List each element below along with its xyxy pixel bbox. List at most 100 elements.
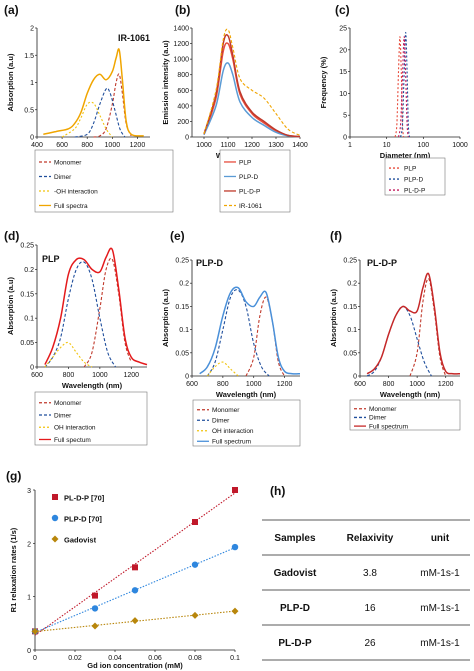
- series-line-3: [199, 286, 301, 375]
- table-header: Relaxivity: [347, 533, 394, 544]
- series-line-1: [203, 62, 301, 138]
- legend-box: [384, 157, 446, 196]
- series-line-1: [44, 261, 117, 368]
- y-tick-label: 0.05: [20, 340, 34, 347]
- y-tick-label: 1.5: [24, 53, 34, 60]
- table-cell: mM-1s-1: [420, 568, 460, 579]
- x-tick-label: 10: [383, 142, 391, 149]
- x-tick-label: 600: [56, 142, 68, 149]
- y-tick-label: 0.2: [24, 267, 34, 274]
- x-tick-label: 1: [348, 142, 352, 149]
- x-tick-label: 600: [354, 381, 366, 388]
- legend-label: PLP: [404, 165, 416, 172]
- y-tick-label: 800: [177, 72, 189, 79]
- x-tick-label: 1400: [292, 142, 308, 149]
- y-axis-label: Emission intensity (a.u): [161, 40, 170, 125]
- legend-marker: [52, 494, 58, 500]
- y-tick-label: 0: [185, 374, 189, 381]
- y-tick-label: 1200: [173, 41, 189, 48]
- series-line-0: [93, 73, 132, 138]
- data-point: [132, 564, 138, 571]
- x-axis-label: Wavelength (nm): [216, 390, 277, 399]
- legend-label: Dimer: [212, 418, 230, 425]
- table-cell: mM-1s-1: [420, 638, 460, 649]
- legend-label: Monomer: [212, 407, 240, 414]
- x-tick-label: 1000: [92, 372, 108, 379]
- y-tick-label: 0.25: [175, 258, 189, 265]
- x-tick-label: 1000: [452, 142, 468, 149]
- x-axis-label: Diameter (nm): [380, 151, 431, 160]
- legend-label: Full spectum: [54, 437, 91, 444]
- legend-label: PLP: [239, 159, 251, 166]
- y-tick-label: 3: [27, 488, 31, 495]
- y-tick-label: 600: [177, 88, 189, 95]
- y-tick-label: 0.15: [343, 304, 357, 311]
- y-axis-label: Frequency (%): [319, 56, 328, 108]
- x-tick-label: 400: [31, 142, 43, 149]
- legend-box: [34, 391, 148, 446]
- legend-label: PL-D-P: [404, 187, 425, 194]
- legend-box: [34, 149, 174, 213]
- table-cell: 3.8: [363, 568, 377, 579]
- legend-label: Gadovist: [64, 536, 97, 545]
- y-tick-label: 5: [343, 113, 347, 120]
- table-cell: 26: [364, 638, 376, 649]
- series-line-2: [206, 361, 239, 377]
- legend-box: [192, 399, 301, 447]
- x-tick-label: 1200: [438, 381, 454, 388]
- legend-label: Monomer: [369, 406, 397, 413]
- y-axis-label: R1 relaxation rates (1/s): [9, 527, 18, 612]
- legend-label: Full spectrum: [369, 423, 408, 430]
- y-tick-label: 2: [30, 26, 34, 33]
- y-tick-label: 0.15: [175, 304, 189, 311]
- series-line-2: [366, 272, 461, 375]
- y-tick-label: 2: [27, 541, 31, 548]
- x-tick-label: 0.04: [108, 655, 122, 662]
- panel-letter: (f): [330, 229, 342, 243]
- x-tick-label: 600: [186, 381, 198, 388]
- series-line-3: [44, 247, 148, 366]
- legend-label: OH interaction: [54, 425, 96, 432]
- y-tick-label: 0.2: [347, 281, 357, 288]
- y-tick-label: 0: [30, 135, 34, 142]
- y-tick-label: 0: [27, 648, 31, 655]
- legend-label: OH interaction: [212, 428, 254, 435]
- legend-label: PL-D-P: [239, 188, 260, 195]
- y-tick-label: 0.25: [343, 258, 357, 265]
- series-line-0: [394, 36, 405, 138]
- y-tick-label: 0.2: [179, 281, 189, 288]
- table-cell: Gadovist: [274, 568, 317, 579]
- table-header: Samples: [274, 533, 316, 544]
- table-cell: PL-D-P: [278, 638, 312, 649]
- legend-label: Monomer: [54, 400, 82, 407]
- legend-label: PLP-D: [239, 174, 258, 181]
- y-tick-label: 25: [339, 26, 347, 33]
- x-tick-label: 0: [33, 655, 37, 662]
- y-tick-label: 0.05: [343, 350, 357, 357]
- legend-label: PLP-D [70]: [64, 515, 102, 524]
- x-tick-label: 800: [383, 381, 395, 388]
- axes: [36, 28, 150, 138]
- axes: [359, 260, 460, 377]
- x-tick-label: 1200: [244, 142, 260, 149]
- chart-title: PL-D-P: [367, 258, 397, 268]
- table-cell: 16: [364, 603, 376, 614]
- y-tick-label: 0: [30, 365, 34, 372]
- x-tick-label: 1000: [409, 381, 425, 388]
- legend-marker: [51, 514, 59, 522]
- x-tick-label: 1000: [246, 381, 262, 388]
- x-tick-label: 1300: [268, 142, 284, 149]
- data-point: [92, 592, 98, 599]
- panel-letter: (h): [270, 484, 285, 498]
- series-line-3: [43, 48, 144, 137]
- y-axis-label: Absorption (a.u): [6, 53, 15, 111]
- table-cell: mM-1s-1: [420, 603, 460, 614]
- data-point: [231, 543, 239, 551]
- panel-letter: (d): [4, 229, 19, 243]
- legend-label: Dimer: [54, 412, 72, 419]
- data-point: [91, 605, 99, 612]
- x-tick-label: 1000: [105, 142, 121, 149]
- x-tick-label: 1200: [130, 142, 146, 149]
- legend-label: Full spectra: [54, 203, 88, 210]
- y-tick-label: 1400: [173, 26, 189, 33]
